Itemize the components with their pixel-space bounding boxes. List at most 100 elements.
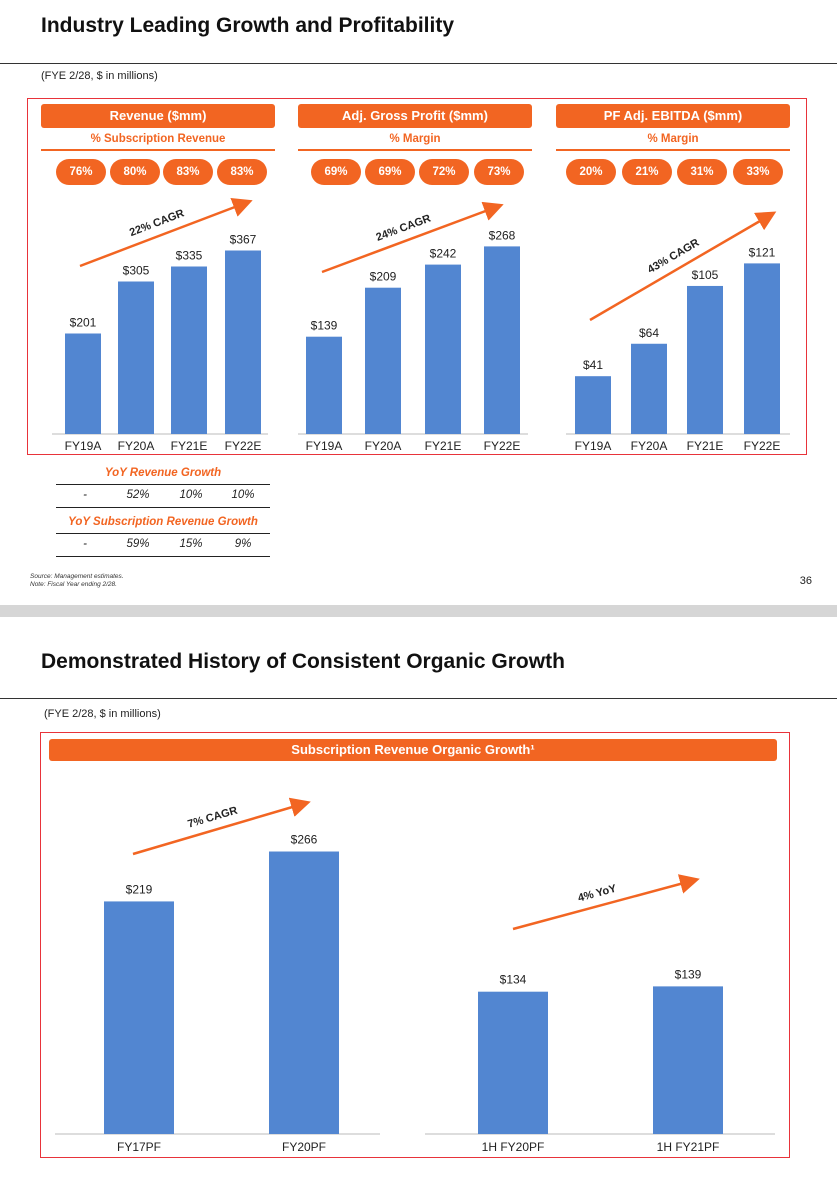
pill: 73% (474, 159, 524, 185)
cagr-label: 22% CAGR (128, 207, 186, 239)
slide-2-subtitle: (FYE 2/28, $ in millions) (44, 708, 161, 720)
table-cell: 52% (126, 489, 150, 501)
revenue-subheader: % Subscription Revenue (90, 133, 226, 145)
cagr-arrow (589, 211, 777, 322)
pill: 80% (110, 159, 160, 185)
pill: 33% (733, 159, 783, 185)
pill: 69% (365, 159, 415, 185)
data-label: $219 (126, 882, 153, 896)
gross-profit-subheader: % Margin (389, 133, 441, 145)
bar (225, 250, 261, 434)
data-label: $105 (692, 268, 719, 282)
tick-label: FY21E (425, 439, 462, 453)
data-label: $335 (176, 249, 203, 263)
bar (118, 281, 154, 434)
tick-label: FY20A (631, 439, 668, 453)
charts-frame (27, 98, 807, 455)
bar (65, 333, 101, 434)
chart-frame (40, 732, 790, 1158)
tick-label: FY20A (365, 439, 402, 453)
pill: 20% (566, 159, 616, 185)
slide-2-title: Demonstrated History of Consistent Organ… (41, 650, 565, 673)
bar (478, 991, 548, 1134)
table-rule (56, 507, 270, 508)
tick-label: 1H FY20PF (482, 1140, 545, 1154)
table-cell: 59% (126, 538, 150, 550)
title-rule (0, 63, 837, 64)
table-cell: 15% (179, 538, 203, 550)
data-label: $64 (639, 326, 659, 340)
table-rule (56, 484, 270, 485)
table-rule (56, 556, 270, 557)
cagr-arrow (79, 197, 253, 268)
tick-label: FY22E (744, 439, 781, 453)
pill: 21% (622, 159, 672, 185)
data-label: $121 (749, 245, 776, 259)
table-cell: 10% (179, 489, 203, 501)
yoy-revenue-growth-title: YoY Revenue Growth (104, 467, 222, 479)
bar (575, 376, 611, 434)
data-label: $305 (123, 264, 150, 278)
bar (171, 266, 207, 434)
data-label: $41 (583, 358, 603, 372)
tick-label: FY21E (171, 439, 208, 453)
slide-1-subtitle: (FYE 2/28, $ in millions) (41, 70, 158, 82)
data-label: $209 (370, 270, 397, 284)
cagr-label: 24% CAGR (374, 213, 432, 244)
data-label: $139 (675, 967, 702, 981)
gross-profit-header: Adj. Gross Profit ($mm) (298, 104, 532, 128)
slide-1-title: Industry Leading Growth and Profitabilit… (41, 14, 455, 37)
cagr-label: 7% CAGR (186, 805, 239, 831)
pill: 83% (217, 159, 267, 185)
pill: 72% (419, 159, 469, 185)
tick-label: FY20A (118, 439, 155, 453)
tick-label: FY22E (484, 439, 521, 453)
organic-growth-header: Subscription Revenue Organic Growth¹ (49, 739, 777, 761)
tick-label: FY17PF (117, 1140, 161, 1154)
bar (104, 901, 174, 1134)
tick-label: FY20PF (282, 1140, 326, 1154)
data-label: $201 (70, 316, 97, 330)
pill: 83% (163, 159, 213, 185)
cagr-arrow (132, 797, 311, 856)
revenue-header: Revenue ($mm) (41, 104, 275, 128)
footnote-note: Note: Fiscal Year ending 2/28. (30, 581, 117, 588)
pill: 31% (677, 159, 727, 185)
data-label: $266 (291, 833, 318, 847)
page-number: 36 (799, 575, 812, 587)
tick-label: FY19A (575, 439, 612, 453)
revenue-subheader-rule (41, 149, 275, 151)
slide-2: Demonstrated History of Consistent Organ… (0, 617, 837, 1200)
slide-1: Industry Leading Growth and Profitabilit… (0, 0, 837, 605)
table-rule (56, 533, 270, 534)
bar (631, 343, 667, 434)
table-cell: 10% (231, 489, 255, 501)
ebitda-subheader: % Margin (647, 133, 699, 145)
data-label: $268 (489, 228, 516, 242)
ebitda-subheader-rule (556, 149, 790, 151)
organic-growth-chart: $219 FY17PF $266 FY20PF $134 1H FY20PF $139 1H … (55, 797, 775, 1154)
footnote-source: Source: Management estimates. (30, 573, 124, 580)
table-cell: - (83, 489, 87, 501)
tick-label: FY22E (225, 439, 262, 453)
tick-label: FY19A (306, 439, 343, 453)
bar (744, 263, 780, 434)
table-cell: - (83, 538, 87, 550)
bar (687, 285, 723, 434)
yoy-subscription-growth-title: YoY Subscription Revenue Growth (68, 516, 258, 528)
ebitda-header: PF Adj. EBITDA ($mm) (556, 104, 790, 128)
bar (653, 986, 723, 1134)
tick-label: FY21E (687, 439, 724, 453)
bar (365, 287, 401, 434)
bar (484, 246, 520, 434)
yoy-arrow (512, 874, 700, 931)
revenue-chart: $201 FY19A $305 FY20A $335 FY21E $367 FY22E 22% … (52, 197, 790, 453)
bar (306, 336, 342, 434)
cagr-arrow (321, 201, 504, 274)
bar (425, 264, 461, 434)
tick-label: 1H FY21PF (657, 1140, 720, 1154)
bar (269, 851, 339, 1134)
pill: 76% (56, 159, 106, 185)
data-label: $134 (500, 973, 527, 987)
table-cell: 9% (234, 538, 252, 550)
